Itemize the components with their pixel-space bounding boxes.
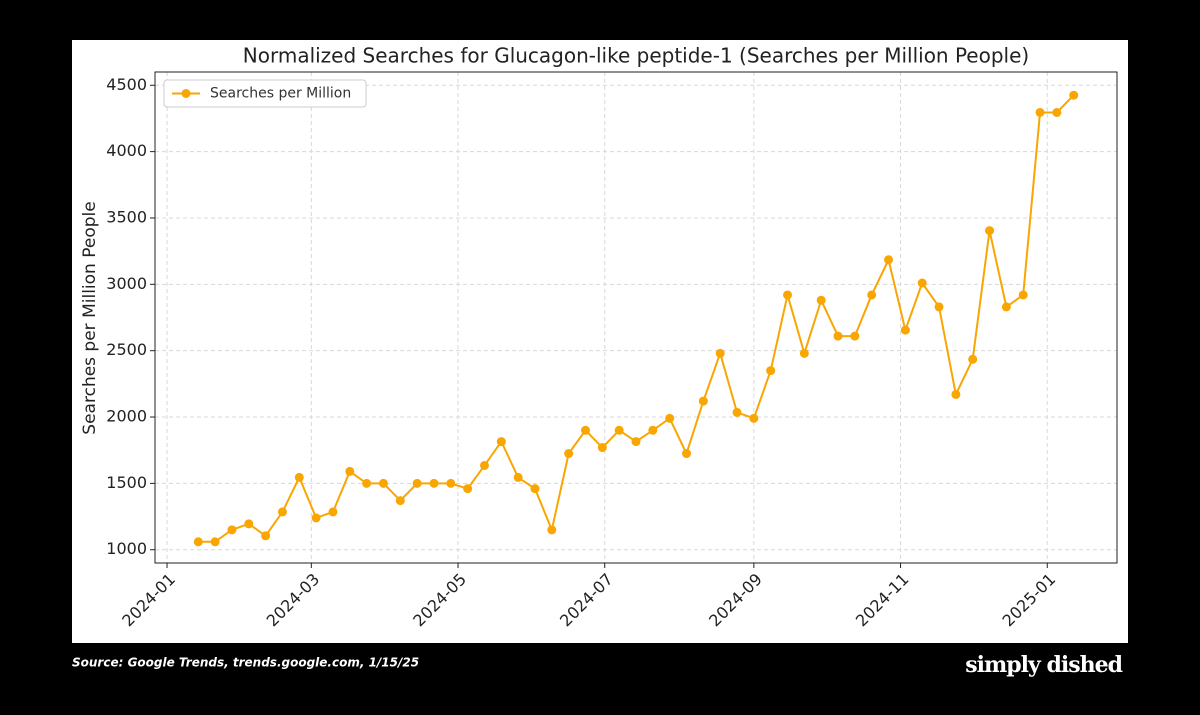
data-point xyxy=(884,255,894,265)
y-axis-label: Searches per Million People xyxy=(80,201,100,434)
data-point xyxy=(1018,290,1028,300)
data-point xyxy=(665,413,675,423)
data-point xyxy=(395,496,405,506)
data-point xyxy=(446,478,456,488)
data-point xyxy=(429,478,439,488)
data-point xyxy=(580,425,590,435)
data-point xyxy=(277,507,287,517)
data-point xyxy=(985,226,995,236)
data-point xyxy=(833,331,843,341)
data-point xyxy=(1069,90,1079,100)
y-tick-label: 2500 xyxy=(106,340,147,359)
data-point xyxy=(513,472,523,482)
data-point xyxy=(362,478,372,488)
data-point xyxy=(244,519,254,529)
y-tick-label: 4500 xyxy=(106,75,147,94)
data-point xyxy=(749,413,759,423)
data-point xyxy=(210,537,220,547)
data-point xyxy=(1052,107,1062,117)
data-point xyxy=(328,507,338,517)
data-point xyxy=(530,484,540,494)
data-point xyxy=(682,449,692,459)
data-point xyxy=(850,331,860,341)
data-point xyxy=(1035,107,1045,117)
data-point xyxy=(547,525,557,535)
legend-marker xyxy=(181,89,191,98)
data-point xyxy=(900,325,910,335)
data-point xyxy=(294,472,304,482)
legend-label: Searches per Million xyxy=(210,86,351,102)
data-point xyxy=(968,354,978,364)
data-point xyxy=(783,290,793,300)
data-point xyxy=(631,437,641,447)
data-point xyxy=(412,478,422,488)
data-point xyxy=(715,348,725,358)
plot-frame xyxy=(154,71,1118,564)
y-tick-label: 4000 xyxy=(106,141,147,160)
legend-box xyxy=(163,79,367,108)
chart-panel xyxy=(72,40,1128,643)
data-point xyxy=(345,466,355,476)
data-point xyxy=(1001,302,1011,312)
data-point xyxy=(799,348,809,358)
data-point xyxy=(732,407,742,417)
data-point xyxy=(614,425,624,435)
y-tick-label: 1000 xyxy=(106,539,147,558)
data-point xyxy=(496,437,506,447)
data-point xyxy=(867,290,877,300)
data-point xyxy=(816,295,826,305)
x-axis-label: Week xyxy=(613,644,660,664)
data-point xyxy=(951,389,961,399)
y-tick-label: 1500 xyxy=(106,473,147,492)
y-tick-label: 3000 xyxy=(106,274,147,293)
data-point xyxy=(597,443,607,453)
data-point xyxy=(378,478,388,488)
logo: simply dished xyxy=(965,652,1122,678)
data-point xyxy=(261,531,271,541)
data-point xyxy=(917,278,927,288)
data-point xyxy=(934,302,944,312)
chart-title: Normalized Searches for Glucagon-like pe… xyxy=(243,44,1029,68)
data-point xyxy=(648,425,658,435)
data-point xyxy=(311,513,321,523)
data-point xyxy=(698,396,708,406)
data-point xyxy=(227,525,237,535)
source-note: Source: Google Trends, trends.google.com… xyxy=(72,656,419,670)
y-tick-label: 2000 xyxy=(106,407,147,426)
data-point xyxy=(193,537,203,547)
data-point xyxy=(766,366,776,376)
data-point xyxy=(479,460,489,470)
data-point xyxy=(463,484,473,494)
y-tick-label: 3500 xyxy=(106,207,147,226)
data-point xyxy=(564,449,574,459)
